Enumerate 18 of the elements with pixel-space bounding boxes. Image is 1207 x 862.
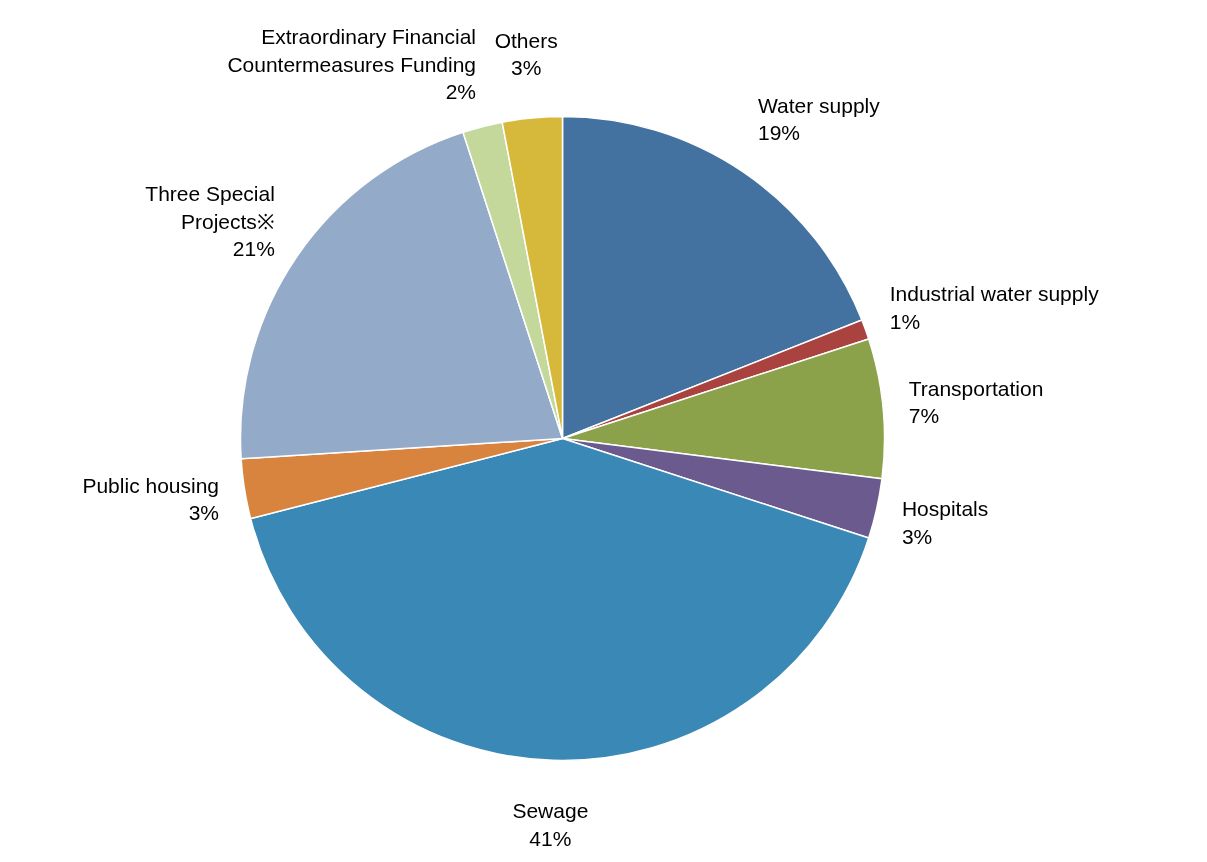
data-label: 19% bbox=[757, 121, 800, 145]
slice-label: Others bbox=[494, 28, 558, 52]
data-label: 3% bbox=[188, 501, 220, 525]
data-label: 21% bbox=[232, 237, 275, 261]
data-label: 2% bbox=[445, 80, 477, 104]
slice-label: Industrial water supply bbox=[889, 282, 1100, 306]
slice-label: Transportation bbox=[908, 376, 1044, 400]
slice-label: Three Special Projects※ bbox=[145, 182, 275, 233]
slice-label: Public housing bbox=[82, 473, 220, 497]
slice-label: Sewage bbox=[512, 799, 589, 823]
slice-label: Hospitals bbox=[901, 497, 989, 521]
slice-label: Water supply bbox=[757, 93, 881, 117]
data-label: 41% bbox=[529, 827, 572, 851]
data-label: 7% bbox=[908, 404, 940, 428]
data-label: 3% bbox=[901, 525, 933, 549]
slice-label: Extraordinary Financial Countermeasures Funding bbox=[227, 25, 477, 76]
data-label: 3% bbox=[510, 56, 542, 80]
data-label: 1% bbox=[889, 309, 921, 333]
